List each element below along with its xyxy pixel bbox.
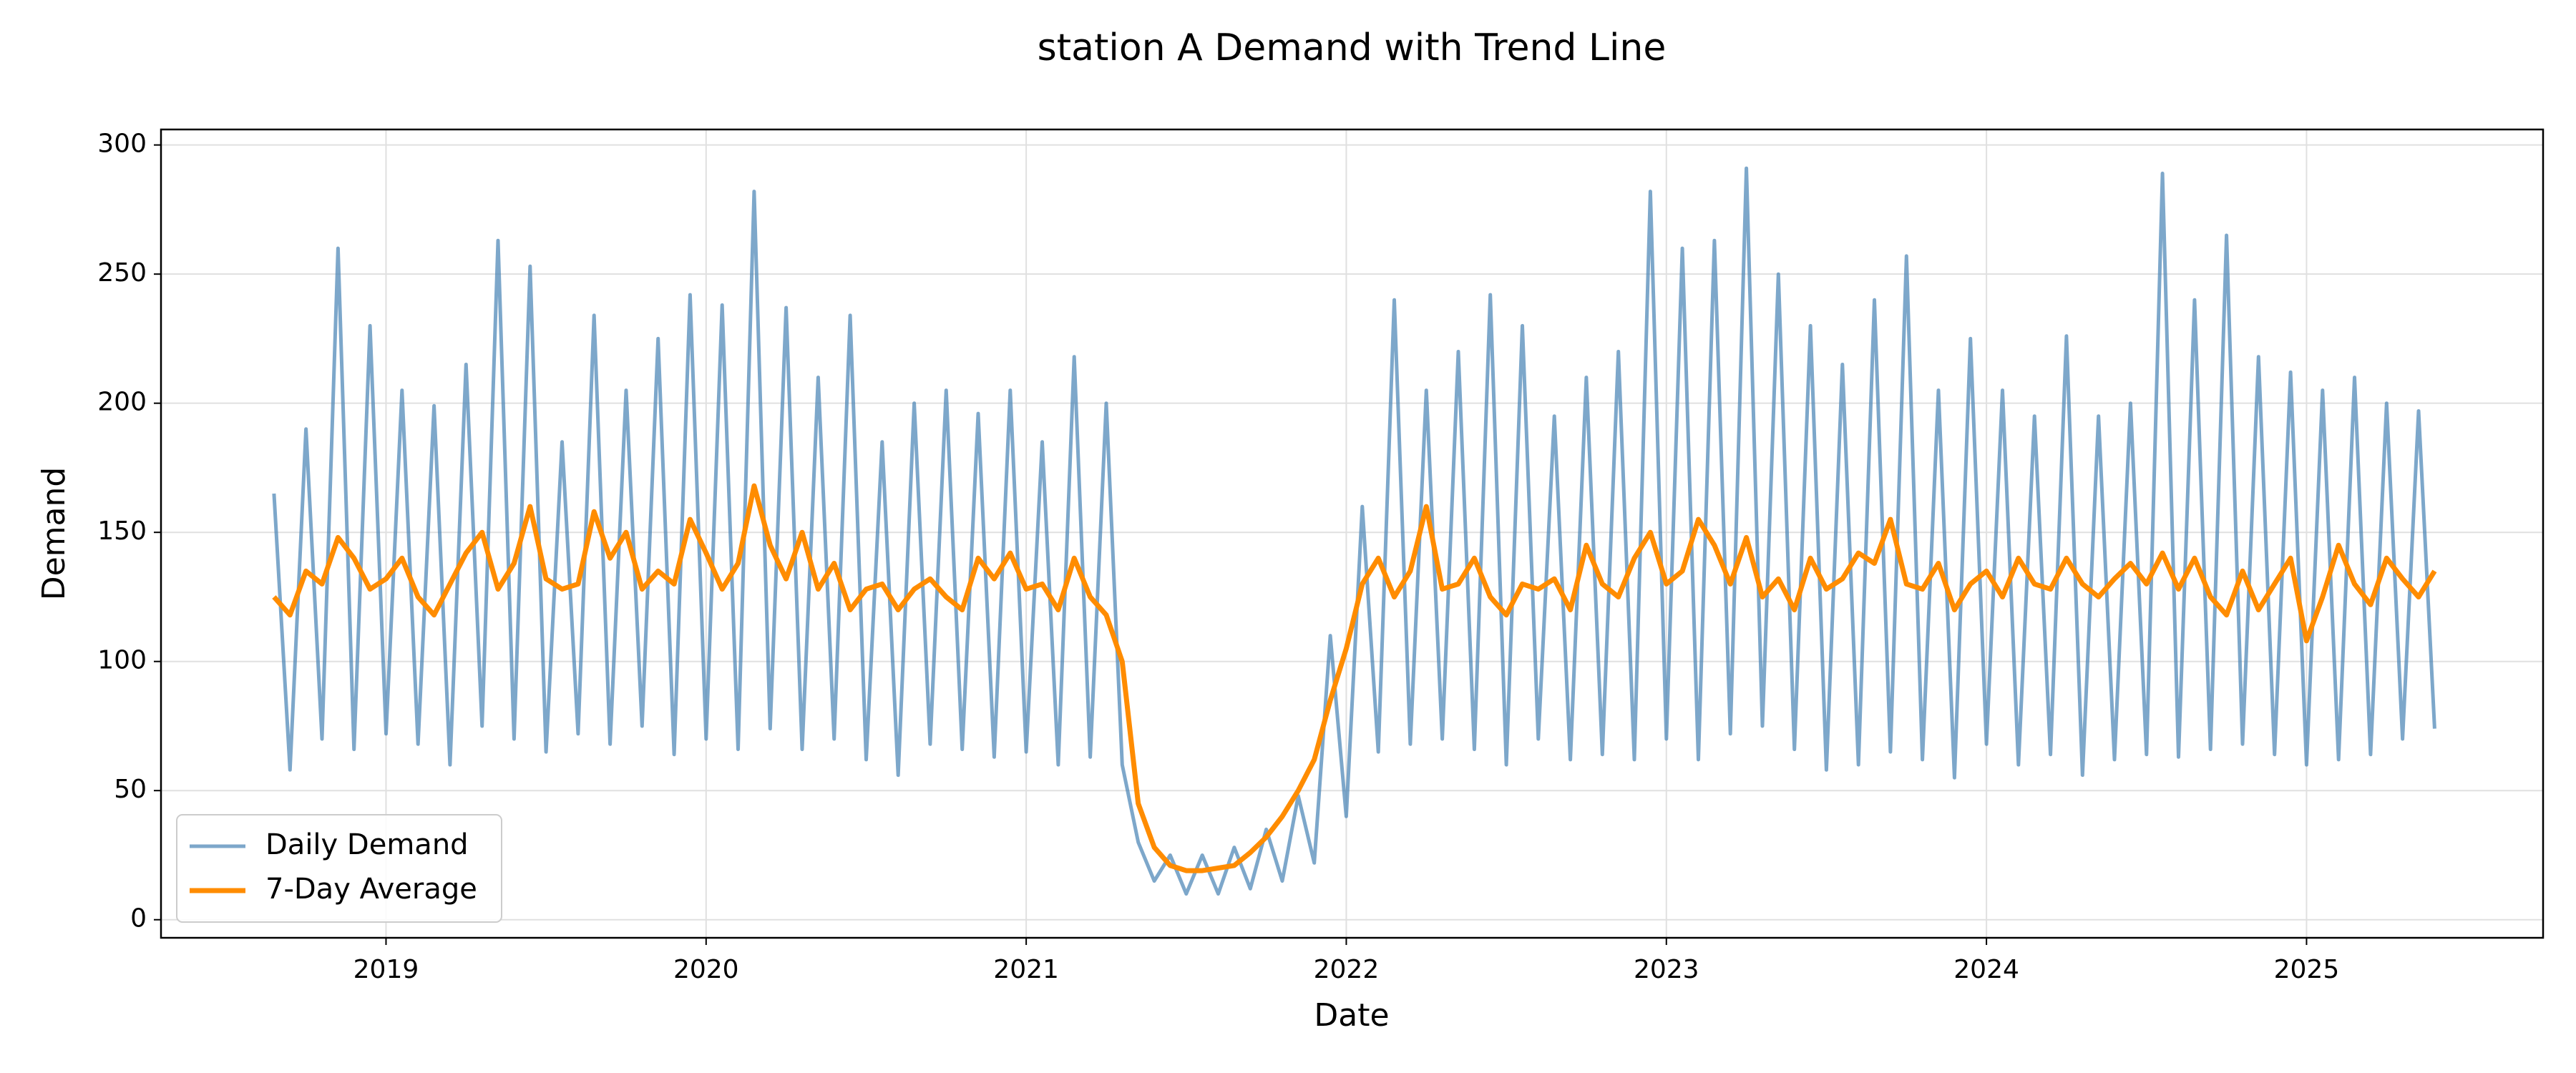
x-tick-label: 2020	[673, 955, 739, 984]
y-tick-label: 300	[97, 129, 147, 159]
x-tick-label: 2022	[1314, 955, 1380, 984]
plot-frame	[160, 128, 2545, 939]
series-line	[272, 166, 2436, 896]
x-tick-label: 2024	[1953, 955, 2019, 984]
legend-box	[176, 814, 502, 923]
legend-label: 7-Day Average	[265, 873, 477, 906]
y-tick-label: 0	[130, 904, 147, 934]
y-tick-label: 50	[114, 775, 147, 804]
y-tick-label: 100	[97, 646, 147, 675]
legend-label: Daily Demand	[265, 828, 469, 861]
y-tick-label: 250	[97, 258, 147, 288]
chart-title: station A Demand with Trend Line	[1038, 26, 1667, 69]
x-tick-label: 2025	[2274, 955, 2340, 984]
legend: Daily Demand 7-Day Average	[176, 814, 502, 923]
x-tick-label: 2021	[993, 955, 1059, 984]
y-tick-label: 200	[97, 388, 147, 417]
y-axis-label: Demand	[36, 467, 72, 601]
x-tick-label: 2023	[1634, 955, 1699, 984]
x-axis-label: Date	[1314, 997, 1389, 1034]
x-tick-label: 2019	[353, 955, 419, 984]
series-line	[272, 483, 2437, 873]
y-tick-label: 150	[97, 516, 147, 546]
